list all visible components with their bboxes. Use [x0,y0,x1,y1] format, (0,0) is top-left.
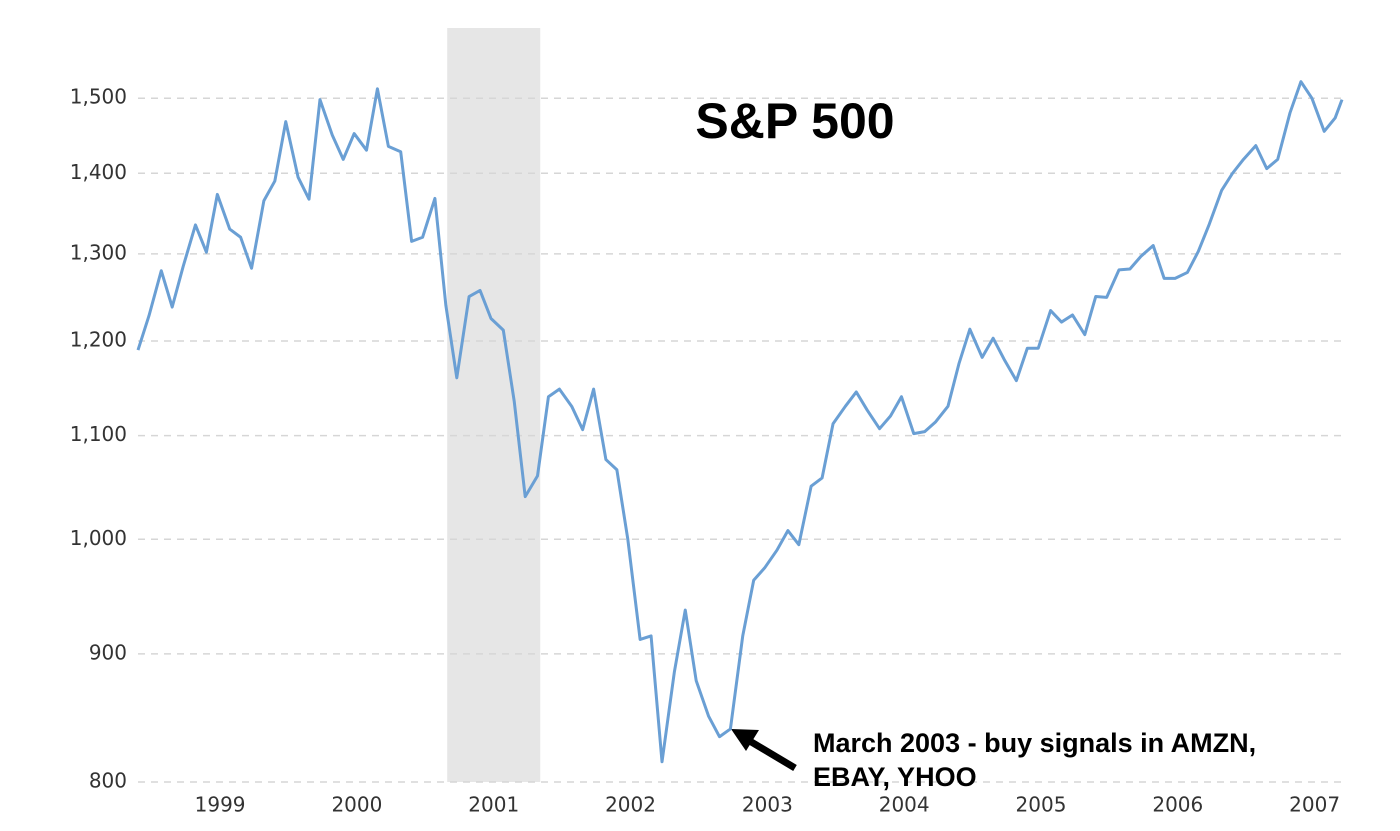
shaded-period [447,28,541,782]
annotation: March 2003 - buy signals in AMZN, [813,728,1256,758]
x-tick-label: 2004 [879,793,930,817]
y-tick-label: 800 [89,769,127,793]
x-tick-label: 2001 [468,793,519,817]
x-tick-label: 2000 [331,793,382,817]
x-tick-label: 2002 [605,793,656,817]
y-tick-label: 1,500 [70,85,127,109]
plot-background [138,28,1342,783]
arrow-shaft [746,736,797,772]
x-tick-label: 2007 [1289,793,1340,817]
line-series [136,80,1344,764]
chart-title: S&P 500 [695,93,894,149]
y-tick-label: 1,000 [70,526,127,550]
x-tick-label: 2006 [1152,793,1203,817]
y-tick-label: 1,100 [70,422,127,446]
x-tick-label: 1999 [195,793,246,817]
annotation-arrow [731,729,797,772]
arrow-head [731,729,759,751]
x-tick-label: 2003 [742,793,793,817]
y-tick-label: 1,300 [70,240,127,264]
x-tick-label: 2005 [1016,793,1067,817]
y-tick-label: 1,200 [70,327,127,351]
y-tick-label: 1,400 [70,160,127,184]
y-tick-label: 900 [89,640,127,664]
annotation: EBAY, YHOO [813,762,977,792]
